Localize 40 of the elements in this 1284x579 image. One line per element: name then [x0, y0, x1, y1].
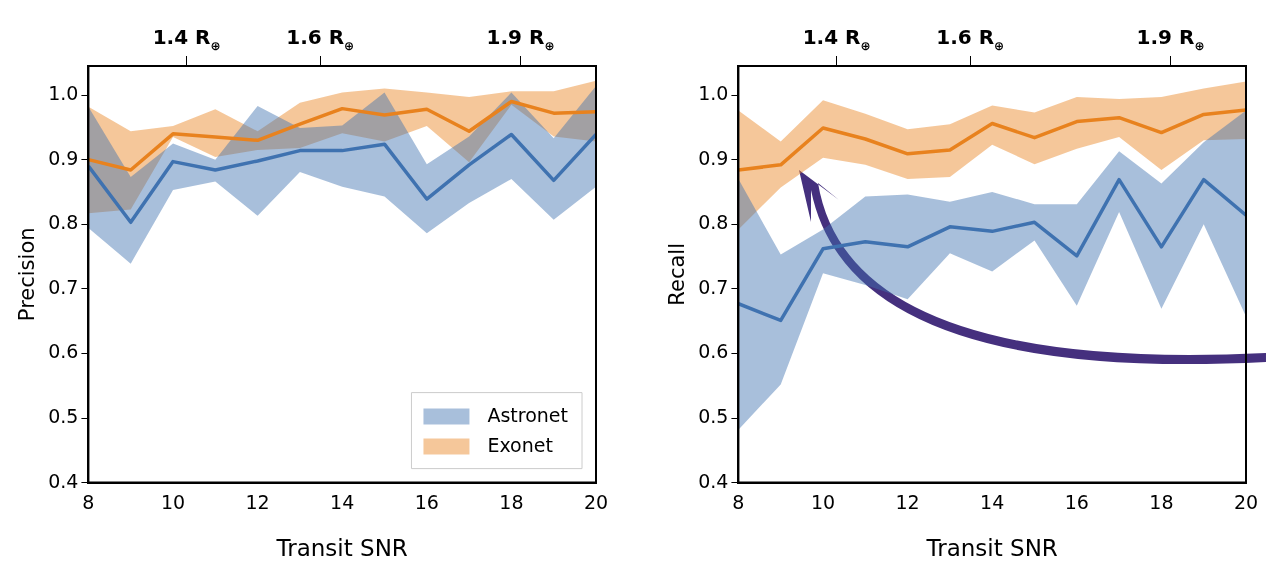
- legend-label: Astronet: [487, 403, 568, 426]
- y-tick-label: 1.0: [698, 82, 729, 104]
- x-tick-label: 20: [583, 490, 609, 513]
- y-axis-title: Precision: [15, 227, 40, 322]
- x2-tick-label: 1.9 R⊕: [1136, 25, 1205, 53]
- x-axis-title: Transit SNR: [275, 535, 408, 562]
- x2-tick-label: 1.4 R⊕: [152, 25, 221, 53]
- y-tick-label: 0.8: [48, 211, 79, 234]
- y-tick-label: 0.8: [698, 211, 729, 234]
- x-tick-label: 8: [82, 490, 95, 513]
- y-tick-label: 0.6: [48, 340, 79, 363]
- y-tick-label: 0.9: [48, 146, 79, 169]
- x2-tick-label: 1.6 R⊕: [286, 25, 355, 53]
- y-tick-label: 0.4: [48, 469, 79, 492]
- x-tick-label: 12: [245, 490, 270, 513]
- x-tick-label: 10: [810, 490, 836, 513]
- x-tick-label: 12: [895, 490, 920, 513]
- y-tick-label: 0.5: [698, 404, 729, 427]
- x-tick-label: 16: [414, 490, 439, 513]
- x-tick-label: 20: [1233, 490, 1259, 513]
- legend-label: Exonet: [487, 433, 553, 456]
- x-tick-label: 16: [1064, 490, 1089, 513]
- x-axis-title: Transit SNR: [925, 535, 1058, 562]
- y-tick-label: 0.5: [48, 404, 79, 427]
- y-tick-label: 0.4: [698, 469, 729, 492]
- x-tick-label: 18: [1149, 490, 1174, 513]
- y-tick-label: 0.6: [698, 340, 729, 363]
- y-tick-label: 0.7: [698, 275, 729, 298]
- x2-tick-label: 1.9 R⊕: [486, 25, 555, 53]
- y-tick-label: 1.0: [48, 82, 79, 104]
- y-axis-title: Recall: [665, 242, 690, 306]
- x2-tick-label: 1.6 R⊕: [936, 25, 1005, 53]
- x2-tick-label: 1.4 R⊕: [802, 25, 871, 53]
- x-tick-label: 14: [330, 490, 355, 513]
- x-tick-label: 10: [160, 490, 186, 513]
- x-tick-label: 8: [732, 490, 745, 513]
- y-tick-label: 0.9: [698, 146, 729, 169]
- x-tick-label: 14: [980, 490, 1005, 513]
- y-tick-label: 0.7: [48, 275, 79, 298]
- x-tick-label: 18: [499, 490, 524, 513]
